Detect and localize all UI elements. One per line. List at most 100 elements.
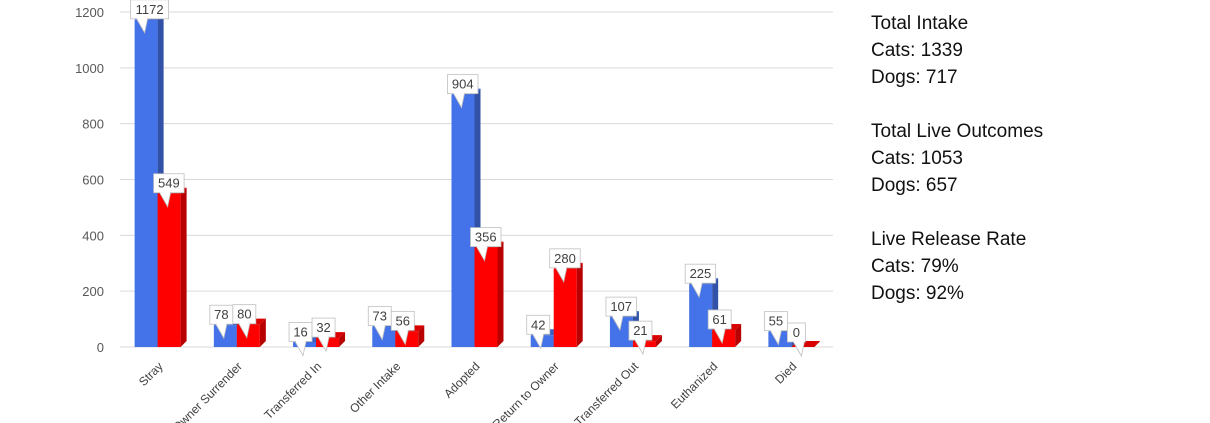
data-label-join: [239, 321, 250, 325]
y-tick-label: 1000: [75, 61, 104, 76]
data-label: 78: [209, 304, 234, 340]
live-release-rate-cats: Cats: 79%: [871, 256, 959, 277]
bar-front: [689, 284, 713, 347]
data-label-join: [454, 91, 464, 95]
bar-series-2: [553, 262, 583, 347]
summary-stats-panel: Total Intake Cats: 1339 Dogs: 717 Total …: [871, 10, 1043, 334]
data-label: 1172: [130, 0, 170, 34]
bar-front: [134, 19, 158, 348]
data-label: 42: [526, 314, 551, 350]
bar-front: [157, 193, 181, 347]
data-label-text: 55: [769, 314, 783, 329]
total-intake-dogs: Dogs: 717: [871, 67, 958, 88]
data-label-join: [771, 328, 781, 332]
data-label-join: [477, 244, 487, 248]
data-label-join: [556, 265, 567, 269]
data-label-text: 78: [214, 307, 228, 322]
data-label-join: [714, 326, 725, 330]
live-release-rate-dogs: Dogs: 92%: [871, 283, 964, 304]
bar-series-2: [157, 187, 187, 347]
bar-side: [576, 262, 583, 347]
data-label-text: 61: [712, 312, 726, 327]
bar-side: [735, 323, 742, 347]
data-label-pointer: [294, 341, 307, 357]
data-label-text: 549: [158, 176, 180, 191]
data-label-text: 107: [610, 299, 632, 314]
data-label: 904: [447, 74, 479, 109]
data-label: 16: [288, 322, 313, 357]
data-label-text: 280: [554, 251, 576, 266]
total-intake-group: Total Intake Cats: 1339 Dogs: 717: [871, 10, 1043, 91]
data-label-join: [612, 314, 623, 318]
total-live-outcomes-group: Total Live Outcomes Cats: 1053 Dogs: 657: [871, 118, 1043, 199]
data-label: 32: [311, 317, 336, 353]
total-live-outcomes-dogs: Dogs: 657: [871, 175, 958, 196]
y-tick-label: 600: [82, 173, 104, 188]
data-label-pointer: [792, 341, 805, 358]
data-label: 21: [628, 320, 653, 356]
data-label-join: [533, 332, 544, 336]
data-label-text: 16: [293, 325, 307, 340]
x-category-label: Euthanized: [668, 359, 720, 411]
data-label: 280: [549, 248, 581, 283]
bar-series-2: [474, 241, 504, 347]
data-label: 225: [684, 263, 717, 299]
bar-side: [259, 318, 266, 347]
bars: [134, 13, 821, 348]
data-label: 356: [470, 227, 502, 262]
data-label-box: [130, 0, 170, 20]
x-category-label: Transferred Out: [572, 359, 642, 423]
bar-side: [655, 335, 662, 347]
data-label-text: 42: [531, 317, 545, 332]
bar-side: [180, 187, 187, 347]
y-tick-label: 400: [82, 228, 104, 243]
data-label-text: 73: [373, 309, 387, 324]
y-tick-label: 1200: [75, 5, 104, 20]
data-label-text: 225: [690, 266, 712, 281]
intake-outcome-bar-chart: 0 200 400 600 800 1000 1200 1172 549 78 80 16 32 73 56…: [75, 0, 833, 423]
data-label: 55: [763, 311, 788, 346]
x-category-label: Other Intake: [347, 359, 404, 416]
data-label-text: 1172: [136, 2, 164, 17]
x-category-label: Adopted: [441, 359, 483, 401]
data-label-text: 80: [237, 307, 251, 322]
y-tick-label: 200: [82, 284, 104, 299]
data-label-join: [318, 335, 329, 339]
total-intake-cats: Cats: 1339: [871, 40, 963, 61]
data-label-text: 904: [452, 77, 474, 92]
data-label: 61: [707, 309, 732, 345]
x-category-label: Owner Surrender: [170, 359, 245, 423]
bar-front: [451, 94, 475, 347]
total-live-outcomes-cats: Cats: 1053: [871, 148, 963, 169]
data-label-join: [398, 328, 408, 332]
live-release-rate-title: Live Release Rate: [871, 229, 1027, 250]
data-label-text: 21: [633, 323, 647, 338]
x-category-label: Transferred In: [261, 359, 324, 422]
data-label-join: [295, 339, 306, 343]
data-label-join: [794, 340, 804, 343]
data-label: 56: [390, 310, 415, 346]
data-label: 0: [786, 322, 806, 358]
data-label-join: [375, 323, 385, 327]
data-label-text: 356: [475, 230, 497, 245]
data-label-join: [635, 338, 646, 342]
total-intake-title: Total Intake: [871, 13, 969, 34]
data-label-join: [160, 190, 170, 194]
data-label: 80: [232, 304, 257, 339]
total-live-outcomes-title: Total Live Outcomes: [871, 121, 1044, 142]
data-label: 107: [605, 296, 637, 332]
data-label-join: [137, 16, 147, 20]
data-label-join: [216, 322, 227, 326]
data-label-join: [691, 281, 702, 285]
data-label: 73: [367, 306, 392, 341]
x-category-label: Stray: [136, 359, 166, 389]
data-label-text: 56: [396, 313, 410, 328]
x-category-label: Died: [772, 359, 799, 386]
data-label-text: 32: [316, 320, 330, 335]
data-label: 549: [153, 173, 185, 208]
bar-side: [418, 325, 425, 347]
data-label-text: 0: [793, 325, 800, 340]
bar-front: [474, 247, 498, 347]
bar-front: [553, 268, 577, 347]
